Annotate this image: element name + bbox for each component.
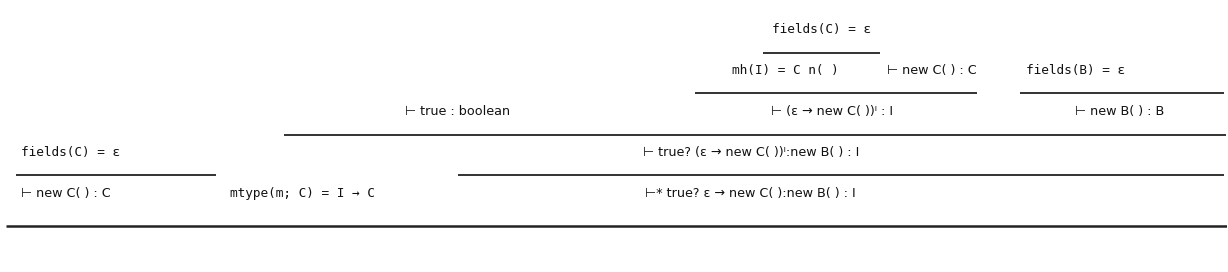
Text: ⊢ new B( ) : B: ⊢ new B( ) : B	[1074, 105, 1164, 118]
Text: mh(I) = C n( ): mh(I) = C n( )	[732, 64, 839, 76]
Text: fields(C) = ε: fields(C) = ε	[772, 23, 871, 36]
Text: ⊢ true? (ε → new C( ))ᴵ:new B( ) : I: ⊢ true? (ε → new C( ))ᴵ:new B( ) : I	[642, 146, 858, 159]
Text: ⊢ new C( ) : C: ⊢ new C( ) : C	[21, 187, 111, 200]
Text: fields(B) = ε: fields(B) = ε	[1025, 64, 1125, 76]
Text: ⊢ new C( ) : C: ⊢ new C( ) : C	[888, 64, 977, 76]
Text: ⊢* true? ε → new C( ):new B( ) : I: ⊢* true? ε → new C( ):new B( ) : I	[646, 187, 856, 200]
Text: ⊢ (ε → new C( ))ᴵ : I: ⊢ (ε → new C( ))ᴵ : I	[771, 105, 894, 118]
Text: mtype(m; C) = I → C: mtype(m; C) = I → C	[230, 187, 375, 200]
Text: ⊢ true : boolean: ⊢ true : boolean	[405, 105, 511, 118]
Text: fields(C) = ε: fields(C) = ε	[21, 146, 120, 159]
